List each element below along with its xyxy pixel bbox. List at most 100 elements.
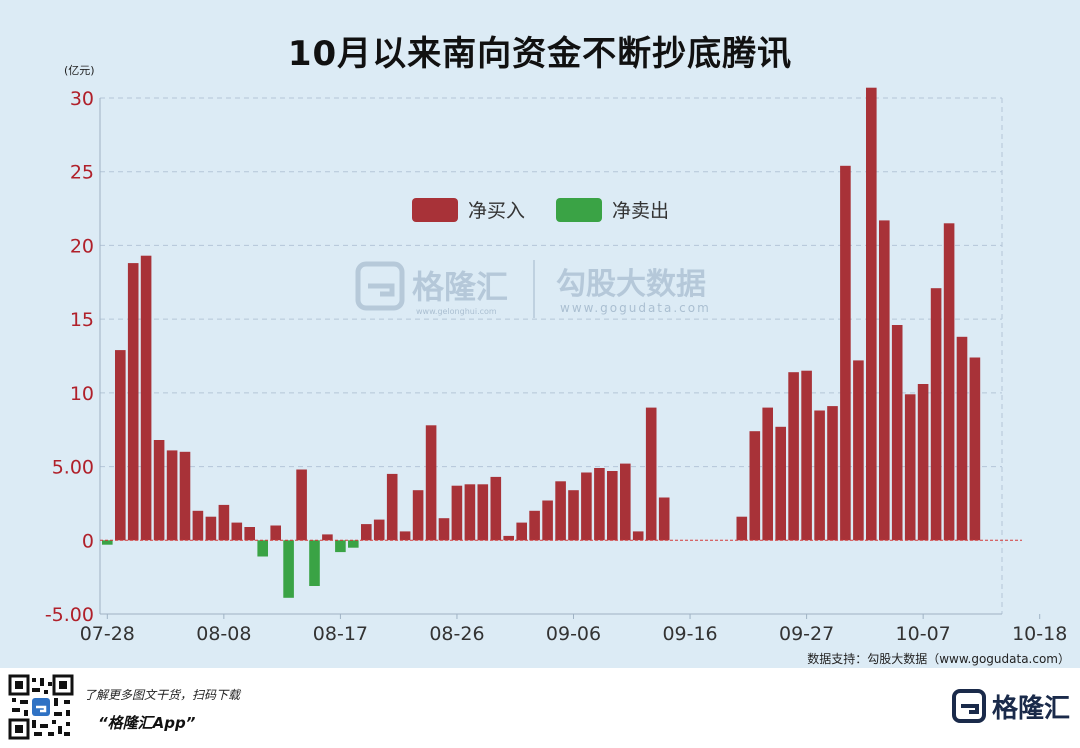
bar bbox=[516, 522, 527, 541]
bar bbox=[140, 255, 152, 541]
legend-label-buy: 净买入 bbox=[468, 200, 525, 222]
bar bbox=[244, 527, 255, 541]
bar bbox=[257, 540, 268, 557]
bar bbox=[361, 524, 372, 541]
legend: 净买入 净卖出 bbox=[412, 198, 669, 222]
y-tick-label: 15 bbox=[70, 309, 94, 331]
footer-logo: 格隆汇 bbox=[951, 686, 1070, 726]
bar bbox=[917, 384, 929, 541]
bar bbox=[412, 490, 424, 541]
bar bbox=[322, 534, 333, 541]
data-source: 数据支持：勾股大数据（www.gogudata.com） bbox=[807, 652, 1070, 666]
x-tick-label: 08-26 bbox=[429, 623, 484, 645]
bar bbox=[814, 410, 825, 541]
bar bbox=[594, 468, 605, 541]
bar bbox=[645, 407, 657, 541]
bar bbox=[827, 406, 838, 541]
bar bbox=[775, 426, 786, 541]
watermark-brand-url: www.gelonghui.com bbox=[416, 307, 497, 316]
bar bbox=[477, 484, 489, 541]
bar bbox=[231, 522, 243, 541]
bar bbox=[762, 407, 773, 541]
x-tick-label: 08-17 bbox=[313, 623, 368, 645]
watermark-brand: 格隆汇 bbox=[412, 268, 508, 306]
qr-code-icon[interactable] bbox=[8, 674, 74, 740]
bar bbox=[956, 336, 968, 541]
bar bbox=[581, 472, 592, 541]
y-unit-label: (亿元) bbox=[64, 64, 95, 77]
bar bbox=[853, 360, 864, 541]
bar bbox=[283, 540, 294, 598]
y-tick-label: 25 bbox=[70, 162, 94, 184]
bar bbox=[969, 357, 981, 541]
bar bbox=[153, 440, 165, 541]
gelonghui-logo-icon bbox=[951, 689, 986, 723]
bar bbox=[620, 463, 631, 541]
y-tick-label: 20 bbox=[70, 235, 94, 257]
footer: 了解更多图文干货，扫码下载 “格隆汇App” 格隆汇 bbox=[0, 668, 1080, 748]
bar bbox=[840, 165, 851, 541]
y-tick-label: -5.00 bbox=[45, 604, 94, 626]
bar bbox=[309, 540, 320, 586]
watermark-logo-icon bbox=[355, 261, 405, 311]
bar bbox=[658, 497, 670, 541]
bar bbox=[529, 510, 540, 541]
x-tick-label: 10-18 bbox=[1012, 623, 1067, 645]
bar bbox=[166, 450, 178, 541]
watermark-logo-mark bbox=[368, 283, 395, 297]
x-tick-label: 09-16 bbox=[662, 623, 717, 645]
x-tick-label: 09-27 bbox=[779, 623, 834, 645]
bar bbox=[736, 516, 748, 541]
bar bbox=[503, 535, 514, 541]
footer-app-name: “格隆汇App” bbox=[98, 714, 196, 732]
bar bbox=[438, 518, 450, 541]
bar bbox=[425, 425, 437, 541]
bar bbox=[891, 325, 903, 541]
bar bbox=[788, 372, 799, 541]
bar bbox=[348, 540, 359, 548]
bar bbox=[555, 481, 566, 541]
bar bbox=[866, 87, 877, 541]
bar bbox=[879, 220, 890, 541]
bar bbox=[373, 519, 385, 541]
bar bbox=[451, 485, 463, 541]
bar bbox=[749, 431, 761, 541]
x-tick-label: 07-28 bbox=[80, 623, 135, 645]
y-tick-label: 10 bbox=[70, 383, 94, 405]
bar bbox=[568, 490, 579, 541]
watermark-data-brand: 勾股大数据 bbox=[556, 267, 706, 302]
bar bbox=[464, 484, 476, 541]
bar bbox=[930, 288, 942, 541]
bar bbox=[218, 504, 230, 541]
footer-promo-text: 了解更多图文干货，扫码下载 bbox=[84, 688, 241, 702]
bar bbox=[335, 540, 346, 553]
bar bbox=[943, 223, 955, 541]
bar bbox=[102, 540, 113, 545]
bar bbox=[205, 516, 217, 541]
chart-title: 10月以来南向资金不断抄底腾讯 bbox=[287, 34, 793, 74]
bar bbox=[179, 451, 191, 541]
bar bbox=[904, 394, 916, 541]
bar bbox=[386, 473, 398, 541]
bar bbox=[632, 531, 644, 541]
x-tick-label: 09-06 bbox=[546, 623, 601, 645]
bar bbox=[115, 350, 126, 541]
bar bbox=[490, 476, 502, 541]
axes: -5.00 0 5.00 10 15 20 25 30 07-28 08-08 08-17 08-26… bbox=[45, 88, 1067, 645]
bar bbox=[542, 500, 553, 541]
bar-chart: 格隆汇 www.gelonghui.com 勾股大数据 www.gogudata… bbox=[45, 64, 1067, 645]
y-tick-label: 30 bbox=[70, 88, 94, 110]
footer-logo-text: 格隆汇 bbox=[991, 693, 1070, 724]
legend-swatch-buy bbox=[412, 198, 458, 222]
x-tick-label: 10-07 bbox=[896, 623, 951, 645]
bar bbox=[192, 510, 204, 541]
y-tick-label: 5.00 bbox=[52, 457, 94, 479]
bar bbox=[270, 525, 281, 541]
legend-swatch-sell bbox=[556, 198, 602, 222]
x-tick-label: 08-08 bbox=[196, 623, 251, 645]
legend-label-sell: 净卖出 bbox=[612, 200, 669, 222]
watermark: 格隆汇 www.gelonghui.com 勾股大数据 www.gogudata… bbox=[355, 260, 709, 318]
bars bbox=[102, 87, 981, 598]
y-tick-label: 0 bbox=[82, 530, 94, 552]
bar bbox=[399, 531, 411, 541]
